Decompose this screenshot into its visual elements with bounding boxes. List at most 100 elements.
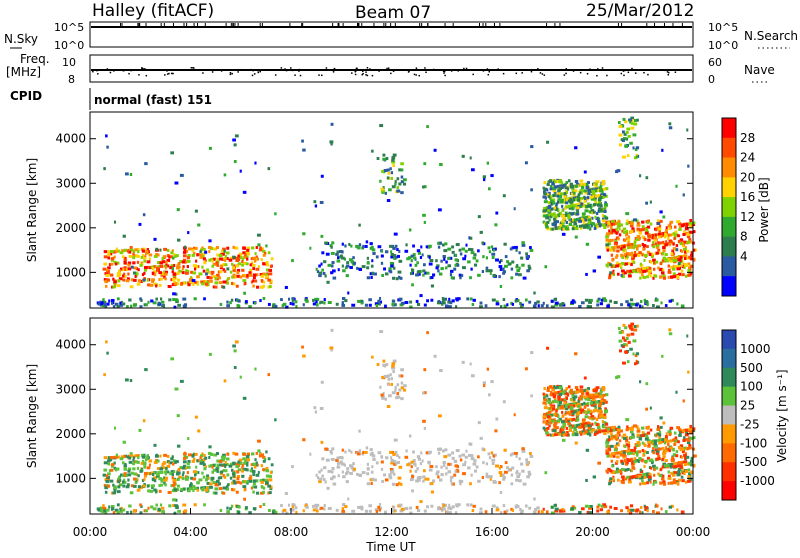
power-cell: [606, 248, 610, 252]
velocity-cell: [231, 472, 236, 476]
power-cell: [358, 243, 362, 247]
power-cell: [202, 252, 206, 256]
velocity-cell: [159, 467, 164, 471]
power-cell: [143, 247, 146, 251]
velocity-cell: [379, 385, 382, 389]
velocity-cell: [616, 428, 621, 432]
velocity-cell: [529, 454, 534, 458]
power-cell: [187, 283, 191, 287]
power-cell: [241, 263, 245, 267]
power-cell: [409, 263, 412, 267]
power-cell: [392, 246, 396, 250]
velocity-cell: [128, 460, 133, 464]
velocity-cell: [237, 460, 240, 464]
velocity-cell: [460, 479, 464, 483]
velocity-cell: [153, 476, 158, 480]
power-cell: [498, 265, 503, 269]
freq-dot: [433, 68, 435, 71]
power-cell: [219, 264, 224, 268]
power-cell: [502, 194, 506, 198]
power-cell: [159, 261, 164, 265]
velocity-cell: [337, 462, 340, 466]
velocity-cell: [324, 447, 329, 451]
velocity-cell: [97, 508, 101, 512]
velocity-cell: [211, 470, 215, 474]
velocity-cell: [219, 470, 224, 474]
power-cell: [441, 243, 445, 247]
velocity-cell: [543, 398, 547, 402]
velocity-cell: [330, 457, 335, 461]
velocity-cell: [224, 464, 227, 468]
velocity-cell: [631, 461, 634, 465]
power-cell: [553, 206, 556, 210]
power-colorbar-label: Power [dB]: [757, 177, 771, 242]
power-cell: [636, 227, 640, 231]
power-cell: [289, 301, 292, 305]
velocity-cell: [246, 481, 249, 485]
power-cell: [396, 177, 400, 181]
power-cell: [447, 247, 452, 251]
power-cell: [167, 284, 172, 288]
freq-dot: [166, 73, 169, 75]
power-cell: [651, 236, 655, 240]
velocity-cell: [301, 345, 304, 349]
velocity-cell: [211, 465, 214, 469]
power-cell: [158, 271, 163, 275]
velocity-cell: [638, 457, 642, 461]
velocity-cell: [559, 390, 564, 394]
velocity-cell: [547, 386, 550, 390]
power-cell: [144, 162, 148, 166]
power-cell: [675, 244, 679, 248]
velocity-cell: [347, 497, 350, 501]
station-title: Halley (fitACF): [92, 1, 214, 21]
power-cell: [658, 224, 662, 228]
freq-dot: [387, 67, 390, 69]
velocity-cell: [390, 458, 394, 462]
power-cell: [610, 271, 615, 275]
power-cell: [579, 191, 582, 195]
freq-dot: [424, 67, 426, 69]
power-cell: [127, 272, 130, 276]
velocity-cell: [143, 474, 147, 478]
velocity-cell: [357, 452, 361, 456]
power-cell: [430, 298, 434, 302]
power-cell: [499, 259, 503, 263]
velocity-cell: [657, 457, 661, 461]
power-cell: [223, 257, 227, 261]
velocity-cell: [545, 422, 549, 426]
power-cell: [119, 267, 124, 271]
velocity-cell: [624, 445, 627, 449]
velocity-cell: [581, 418, 586, 422]
power-cell: [294, 300, 298, 304]
power-cell: [133, 278, 137, 282]
velocity-cell: [495, 508, 500, 512]
velocity-cell: [690, 463, 694, 467]
velocity-cell: [672, 473, 676, 477]
freq-dot: [298, 68, 301, 71]
freq-dot: [361, 70, 364, 73]
freq-tick-bottom: 8: [68, 73, 75, 86]
velocity-cell: [552, 399, 556, 403]
power-cell: [133, 271, 137, 275]
velocity-cell: [430, 504, 434, 508]
velocity-cell: [597, 404, 602, 408]
velocity-cell: [595, 388, 598, 392]
velocity-cell: [561, 420, 566, 424]
freq-dot: [257, 71, 260, 74]
power-cell: [426, 271, 430, 275]
power-cell: [605, 243, 610, 247]
velocity-cell: [597, 503, 601, 507]
velocity-cell: [143, 509, 146, 513]
colorbar-segment: [722, 462, 736, 482]
power-cell: [553, 217, 556, 221]
velocity-cell: [556, 406, 560, 410]
power-cell: [450, 269, 454, 273]
power-cell: [411, 269, 415, 273]
power-cell: [631, 269, 636, 273]
velocity-cell: [666, 463, 670, 467]
velocity-cell: [232, 479, 236, 483]
freq-label: Freq.: [20, 52, 50, 66]
power-cell: [151, 267, 155, 271]
power-cell: [639, 276, 642, 280]
power-cell: [436, 301, 441, 305]
